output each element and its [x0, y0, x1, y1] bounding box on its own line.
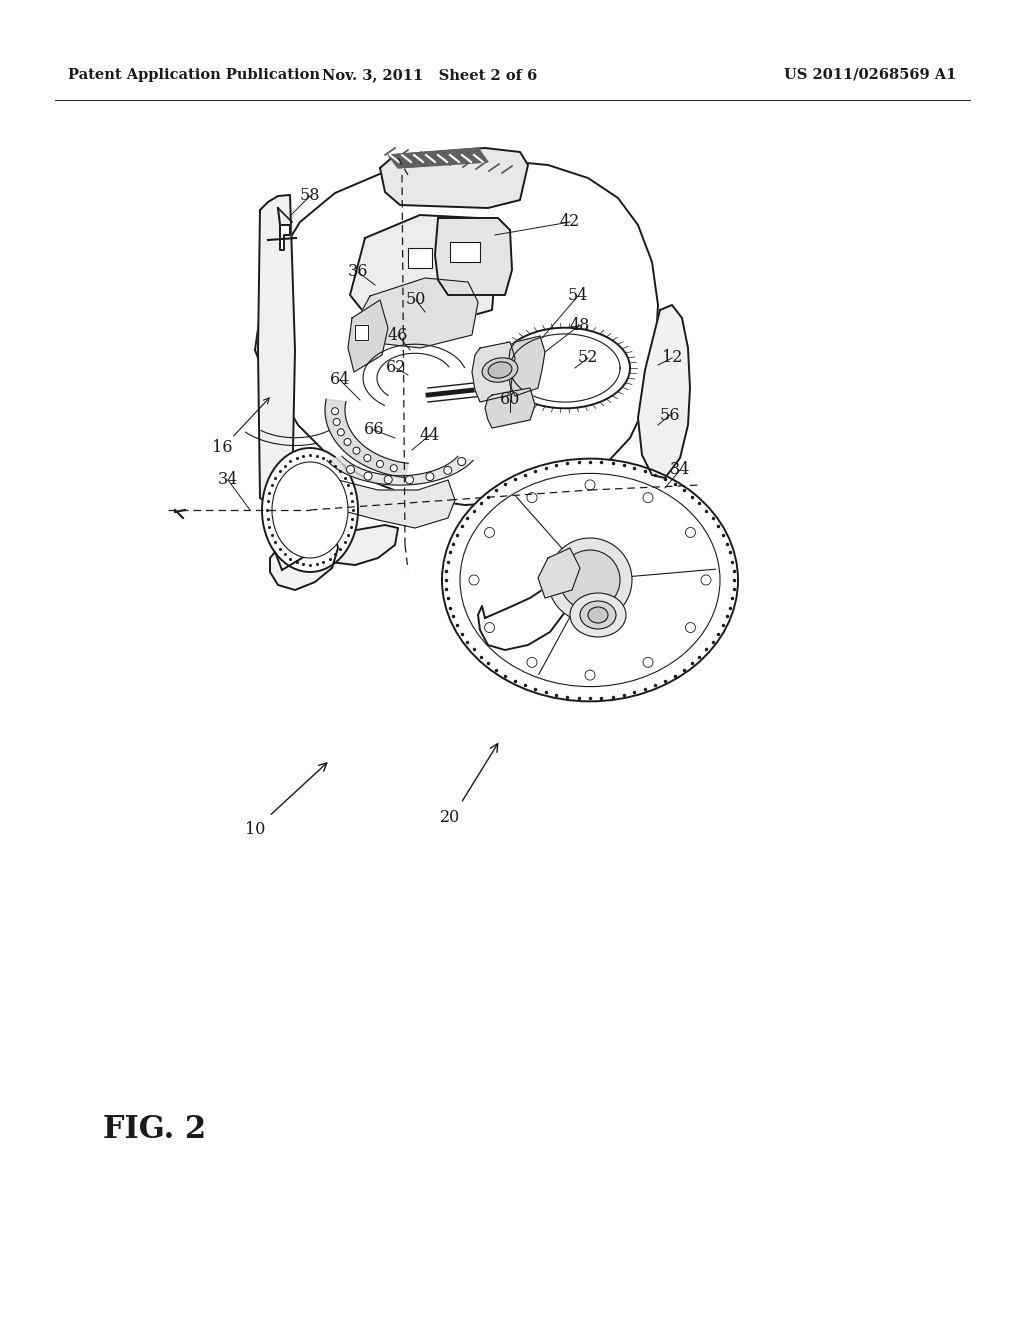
Polygon shape	[500, 327, 630, 408]
Polygon shape	[358, 279, 478, 348]
Ellipse shape	[482, 358, 518, 383]
Circle shape	[364, 473, 372, 480]
Ellipse shape	[488, 362, 512, 378]
Ellipse shape	[272, 462, 348, 558]
Circle shape	[469, 576, 479, 585]
Text: 42: 42	[560, 214, 581, 231]
Text: 62: 62	[386, 359, 407, 376]
Text: US 2011/0268569 A1: US 2011/0268569 A1	[783, 69, 956, 82]
Polygon shape	[435, 218, 512, 294]
Polygon shape	[319, 478, 455, 528]
Ellipse shape	[262, 447, 358, 572]
Circle shape	[701, 576, 711, 585]
Circle shape	[390, 465, 397, 471]
Polygon shape	[508, 337, 545, 396]
Text: 20: 20	[440, 809, 460, 826]
Circle shape	[585, 671, 595, 680]
Circle shape	[484, 623, 495, 632]
Circle shape	[406, 475, 414, 484]
Text: 52: 52	[578, 350, 598, 367]
Text: 48: 48	[569, 317, 590, 334]
Polygon shape	[388, 148, 488, 168]
Circle shape	[527, 657, 537, 668]
Text: 16: 16	[212, 440, 232, 457]
Circle shape	[377, 461, 383, 467]
Polygon shape	[538, 548, 580, 598]
Circle shape	[333, 418, 340, 425]
Ellipse shape	[580, 601, 616, 630]
Circle shape	[685, 623, 695, 632]
Ellipse shape	[570, 593, 626, 638]
Polygon shape	[270, 535, 338, 590]
Polygon shape	[450, 242, 480, 261]
Circle shape	[353, 447, 360, 454]
Polygon shape	[472, 342, 515, 403]
Polygon shape	[408, 248, 432, 268]
Ellipse shape	[460, 474, 720, 686]
Text: 36: 36	[348, 264, 369, 281]
Ellipse shape	[442, 458, 738, 701]
Circle shape	[585, 480, 595, 490]
Circle shape	[443, 466, 452, 474]
Polygon shape	[327, 457, 473, 484]
Text: 34: 34	[670, 462, 690, 479]
Polygon shape	[255, 160, 658, 506]
Circle shape	[560, 550, 620, 610]
Circle shape	[337, 429, 344, 436]
Text: 54: 54	[568, 288, 588, 305]
Circle shape	[346, 466, 354, 474]
Polygon shape	[485, 388, 535, 428]
Polygon shape	[295, 525, 398, 565]
Text: 50: 50	[406, 292, 426, 309]
Ellipse shape	[588, 607, 608, 623]
Circle shape	[364, 454, 371, 462]
Polygon shape	[350, 215, 498, 325]
Text: 46: 46	[388, 326, 409, 343]
Text: 10: 10	[245, 821, 265, 838]
Circle shape	[685, 528, 695, 537]
Text: 60: 60	[500, 392, 520, 408]
Circle shape	[426, 473, 434, 480]
Text: 44: 44	[420, 426, 440, 444]
Circle shape	[344, 438, 351, 445]
Circle shape	[643, 492, 653, 503]
Text: 66: 66	[364, 421, 384, 438]
Text: Nov. 3, 2011   Sheet 2 of 6: Nov. 3, 2011 Sheet 2 of 6	[323, 69, 538, 82]
Circle shape	[458, 458, 466, 466]
Polygon shape	[280, 224, 290, 249]
Circle shape	[332, 408, 339, 414]
Text: Patent Application Publication: Patent Application Publication	[68, 69, 319, 82]
Circle shape	[548, 539, 632, 622]
Polygon shape	[478, 579, 568, 649]
Polygon shape	[355, 325, 368, 341]
Text: 58: 58	[300, 187, 321, 205]
Polygon shape	[348, 300, 388, 372]
Polygon shape	[638, 305, 690, 478]
Text: 64: 64	[330, 371, 350, 388]
Circle shape	[527, 492, 537, 503]
Circle shape	[484, 528, 495, 537]
Text: 56: 56	[659, 407, 680, 424]
Polygon shape	[258, 195, 295, 508]
Circle shape	[643, 657, 653, 668]
Text: 12: 12	[662, 350, 682, 367]
Text: 34: 34	[218, 471, 239, 488]
Polygon shape	[325, 399, 409, 478]
Text: FIG. 2: FIG. 2	[103, 1114, 207, 1146]
Polygon shape	[380, 148, 528, 209]
Circle shape	[384, 475, 392, 483]
